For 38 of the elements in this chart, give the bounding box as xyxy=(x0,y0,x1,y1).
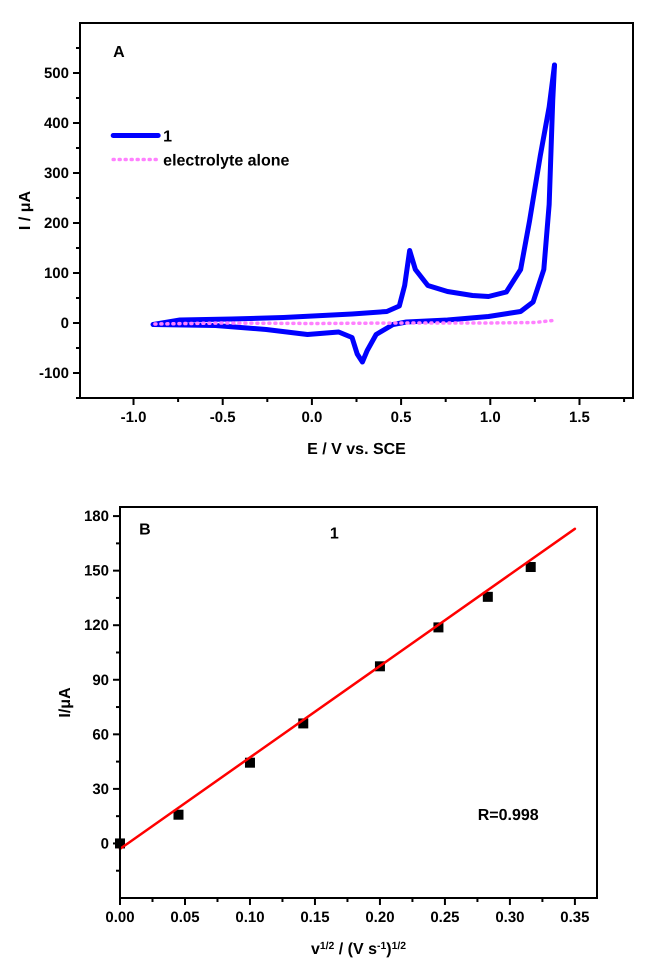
y-axis-title: I/μA xyxy=(57,686,74,718)
y-tick-label: 120 xyxy=(84,617,109,634)
x-tick-label: 0.5 xyxy=(390,409,412,426)
y-tick-label: 200 xyxy=(44,215,69,232)
x-tick-label: 0.15 xyxy=(300,909,330,926)
legend-label: electrolyte alone xyxy=(163,152,290,170)
x-tick-label: 0.10 xyxy=(235,909,265,926)
x-tick-label: 0.00 xyxy=(105,909,135,926)
x-tick-label: -0.5 xyxy=(210,409,236,426)
x-tick-label: -1.0 xyxy=(120,409,146,426)
y-tick-label: 300 xyxy=(44,165,69,182)
x-tick-label: 0.05 xyxy=(170,909,200,926)
x-tick-label: 1.5 xyxy=(569,409,590,426)
y-tick-label: 100 xyxy=(44,265,69,282)
x-axis-title: E / V vs. SCE xyxy=(307,441,406,458)
y-tick-label: 400 xyxy=(44,115,69,132)
x-tick-label: 0.25 xyxy=(430,909,460,926)
x-tick-label: 0.35 xyxy=(560,909,590,926)
y-tick-label: 0 xyxy=(100,835,109,852)
y-axis-title: I / μA xyxy=(17,190,34,230)
annotation: A xyxy=(113,44,126,61)
annotation: 1 xyxy=(330,525,339,542)
y-tick-label: 90 xyxy=(92,672,109,689)
y-tick-label: -100 xyxy=(38,365,69,382)
y-tick-label: 150 xyxy=(84,562,109,580)
x-axis-title: v$^{1/2}$ / (V s$^{-1}$)$^{1/2}$ xyxy=(310,940,406,958)
legend-label: 1 xyxy=(163,128,172,146)
y-tick-label: 30 xyxy=(92,780,109,798)
x-tick-label: 0.20 xyxy=(365,909,395,926)
y-tick-label: 180 xyxy=(84,508,109,526)
x-tick-label: 0.0 xyxy=(301,409,322,426)
y-tick-label: 0 xyxy=(60,315,69,332)
x-tick-label: 1.0 xyxy=(480,409,501,426)
y-tick-label: 500 xyxy=(44,65,69,82)
annotation: R=0.998 xyxy=(478,806,539,824)
annotation: B xyxy=(139,521,151,538)
y-tick-label: 60 xyxy=(92,726,109,744)
x-tick-label: 0.30 xyxy=(495,909,525,926)
